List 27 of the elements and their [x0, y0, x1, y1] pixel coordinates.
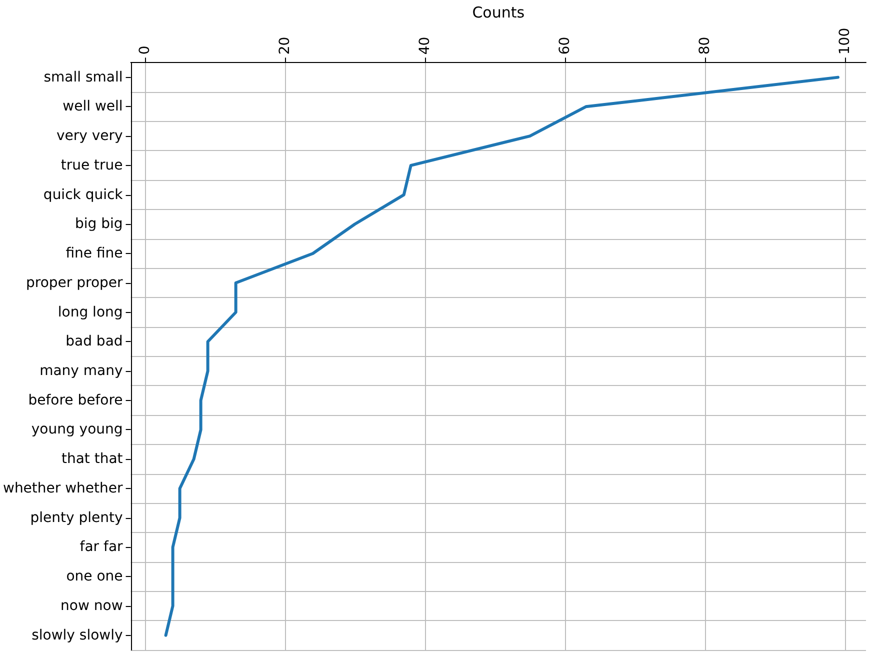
y-tick-label: well well — [62, 98, 123, 115]
y-tick-label: far far — [80, 539, 124, 556]
y-tick-label: plenty plenty — [30, 510, 123, 526]
x-tick-label: 40 — [416, 36, 433, 55]
y-tick-label: now now — [60, 598, 123, 614]
x-tick-label: 60 — [556, 36, 573, 55]
x-tick-label: 100 — [836, 28, 853, 55]
y-tick-label: fine fine — [66, 246, 123, 262]
y-tick-label: small small — [44, 69, 123, 86]
y-tick-label: true true — [60, 157, 123, 174]
y-tick-label: bad bad — [66, 334, 123, 350]
y-tick-label: quick quick — [43, 186, 124, 203]
y-tick-label: whether whether — [2, 480, 124, 496]
x-tick-label: 0 — [136, 46, 153, 55]
x-axis-title: Counts — [472, 4, 525, 22]
x-tick-label: 20 — [276, 36, 293, 55]
y-tick-label: that that — [61, 451, 124, 468]
y-tick-label: very very — [56, 128, 123, 144]
y-tick-label: long long — [58, 304, 123, 320]
y-tick-label: many many — [40, 362, 123, 379]
y-tick-label: slowly slowly — [32, 627, 123, 644]
y-tick-label: young young — [31, 422, 123, 438]
y-tick-label: one one — [66, 568, 123, 585]
y-tick-label: proper proper — [26, 274, 124, 291]
y-tick-label: big big — [75, 216, 123, 232]
x-tick-label: 80 — [696, 36, 713, 55]
y-tick-label: before before — [28, 392, 123, 408]
